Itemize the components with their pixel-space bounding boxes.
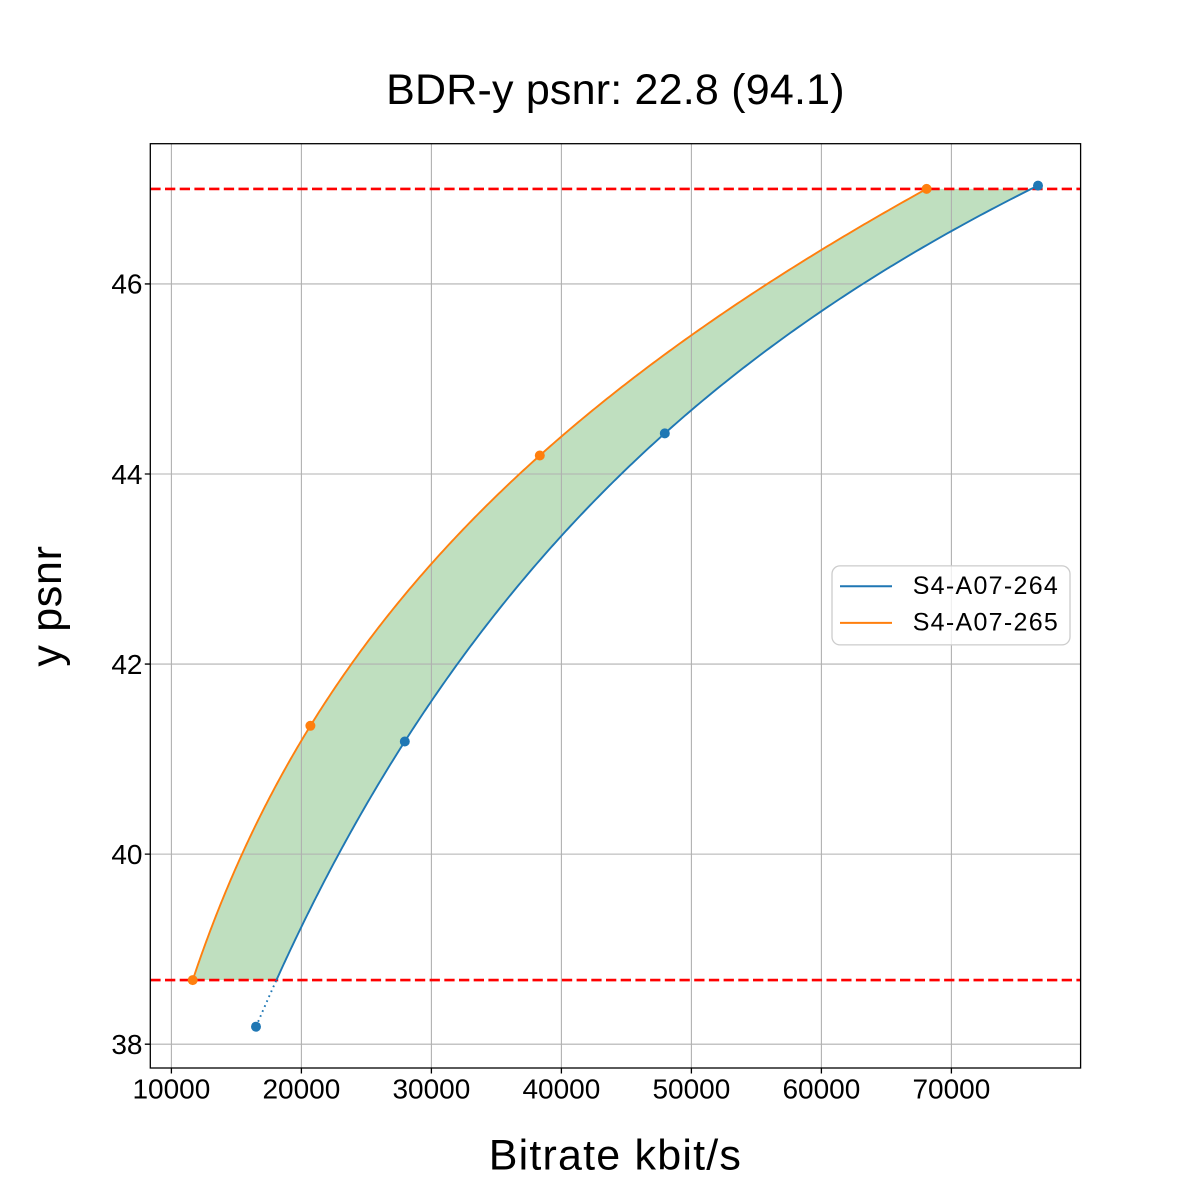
svg-text:40000: 40000 <box>522 1073 600 1104</box>
svg-text:44: 44 <box>111 459 142 490</box>
svg-text:42: 42 <box>111 649 142 680</box>
svg-text:30000: 30000 <box>392 1073 470 1104</box>
svg-text:BDR-y psnr: 22.8 (94.1): BDR-y psnr: 22.8 (94.1) <box>386 66 845 114</box>
svg-text:38: 38 <box>111 1029 142 1060</box>
svg-text:y psnr: y psnr <box>23 545 71 666</box>
svg-text:Bitrate kbit/s: Bitrate kbit/s <box>489 1131 742 1179</box>
svg-text:S4-A07-264: S4-A07-264 <box>913 572 1059 600</box>
svg-text:10000: 10000 <box>132 1073 210 1104</box>
svg-text:40: 40 <box>111 839 142 870</box>
svg-text:20000: 20000 <box>262 1073 340 1104</box>
svg-text:60000: 60000 <box>782 1073 860 1104</box>
svg-text:S4-A07-265: S4-A07-265 <box>913 608 1059 636</box>
svg-text:70000: 70000 <box>912 1073 990 1104</box>
svg-text:50000: 50000 <box>652 1073 730 1104</box>
svg-text:46: 46 <box>111 269 142 300</box>
